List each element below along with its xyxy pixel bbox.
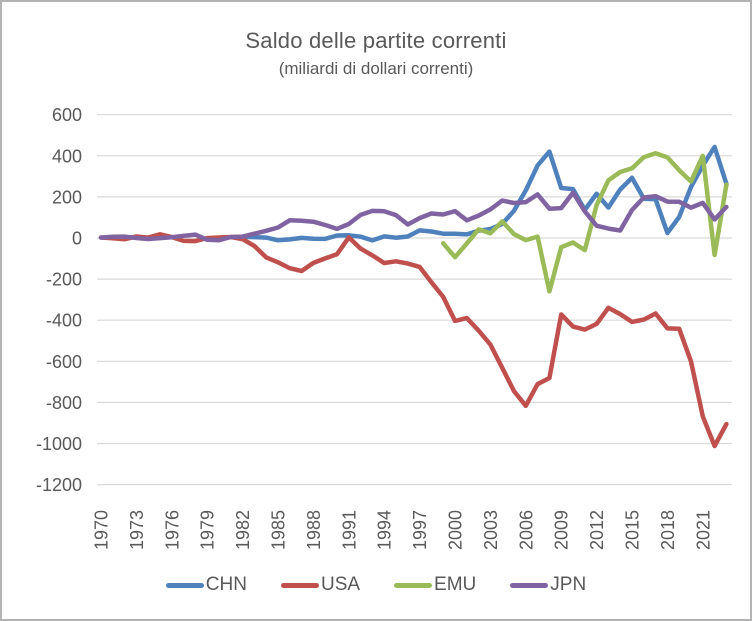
x-tick-group: 2018 — [658, 510, 678, 550]
x-tick-label: 1994 — [375, 510, 395, 550]
y-tick-label: -400 — [46, 311, 82, 331]
legend-item-JPN: JPN — [510, 574, 586, 596]
legend-label: USA — [320, 574, 361, 595]
x-tick-label: 2015 — [623, 510, 643, 550]
x-tick-label: 1982 — [233, 510, 253, 550]
y-tick-label: -1000 — [36, 434, 82, 454]
x-tick-label: 1970 — [92, 510, 112, 550]
legend-swatch-JPN — [510, 582, 549, 588]
y-tick-label: 200 — [52, 187, 82, 207]
legend-label: CHN — [205, 574, 247, 595]
y-tick-label: -800 — [46, 393, 82, 413]
x-tick-label: 2003 — [481, 510, 501, 550]
x-tick-group: 1991 — [339, 510, 359, 550]
legend-label: JPN — [550, 574, 587, 595]
x-tick-label: 1979 — [198, 510, 218, 550]
legend-swatch-EMU — [394, 582, 433, 588]
x-tick-group: 1997 — [410, 510, 430, 550]
series-line-JPN — [98, 190, 729, 243]
y-tick-label: 400 — [52, 146, 82, 166]
x-tick-label: 1991 — [339, 510, 359, 550]
x-tick-label: 2009 — [552, 510, 572, 550]
x-tick-group: 1970 — [92, 510, 112, 550]
x-tick-label: 2018 — [658, 510, 678, 550]
x-tick-group: 2015 — [623, 510, 643, 550]
y-tick-label: -600 — [46, 352, 82, 372]
x-tick-label: 2021 — [693, 510, 713, 550]
x-tick-group: 2003 — [481, 510, 501, 550]
x-tick-group: 1994 — [375, 510, 395, 550]
x-tick-label: 1997 — [410, 510, 430, 550]
legend-label: EMU — [434, 574, 477, 595]
legend-swatch-CHN — [165, 582, 204, 588]
x-tick-group: 2012 — [587, 510, 607, 550]
x-tick-label: 1976 — [162, 510, 182, 550]
x-tick-group: 1988 — [304, 510, 324, 550]
legend-item-CHN: CHN — [165, 574, 247, 596]
x-tick-label: 1988 — [304, 510, 324, 550]
y-tick-label: -200 — [46, 270, 82, 290]
x-tick-group: 2000 — [446, 510, 466, 550]
y-tick-label: 0 — [72, 229, 82, 249]
chart-title: Saldo delle partite correnti — [245, 28, 507, 53]
x-tick-group: 1985 — [269, 510, 289, 550]
x-tick-group: 2021 — [693, 510, 713, 550]
series-line-USA — [98, 232, 729, 449]
x-tick-label: 2006 — [516, 510, 536, 550]
legend-item-EMU: EMU — [394, 574, 476, 596]
x-tick-label: 2012 — [587, 510, 607, 550]
x-tick-label: 1973 — [127, 510, 147, 550]
x-tick-label: 1985 — [269, 510, 289, 550]
x-tick-group: 1976 — [162, 510, 182, 550]
x-tick-group: 1982 — [233, 510, 253, 550]
x-tick-group: 2006 — [516, 510, 536, 550]
series-line-EMU — [440, 151, 729, 294]
x-tick-group: 1979 — [198, 510, 218, 550]
legend-swatch-USA — [280, 582, 319, 588]
series-line-CHN — [240, 144, 729, 243]
y-tick-label: -1200 — [36, 475, 82, 495]
legend-item-USA: USA — [280, 574, 361, 596]
legend: CHN USA EMU JPN — [2, 574, 750, 596]
x-tick-group: 2009 — [552, 510, 572, 550]
x-tick-group: 1973 — [127, 510, 147, 550]
chart-subtitle: (miliardi di dollari correnti) — [278, 59, 474, 78]
x-tick-label: 2000 — [446, 510, 466, 550]
y-tick-label: 600 — [52, 105, 82, 125]
